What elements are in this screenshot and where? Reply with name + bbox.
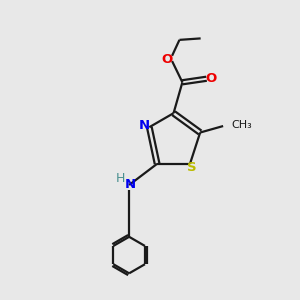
Text: H: H — [116, 172, 126, 185]
Text: O: O — [206, 72, 217, 85]
Text: S: S — [187, 161, 196, 174]
Text: O: O — [161, 53, 173, 66]
Text: N: N — [139, 118, 150, 132]
Text: N: N — [125, 178, 136, 190]
Text: CH₃: CH₃ — [231, 120, 252, 130]
